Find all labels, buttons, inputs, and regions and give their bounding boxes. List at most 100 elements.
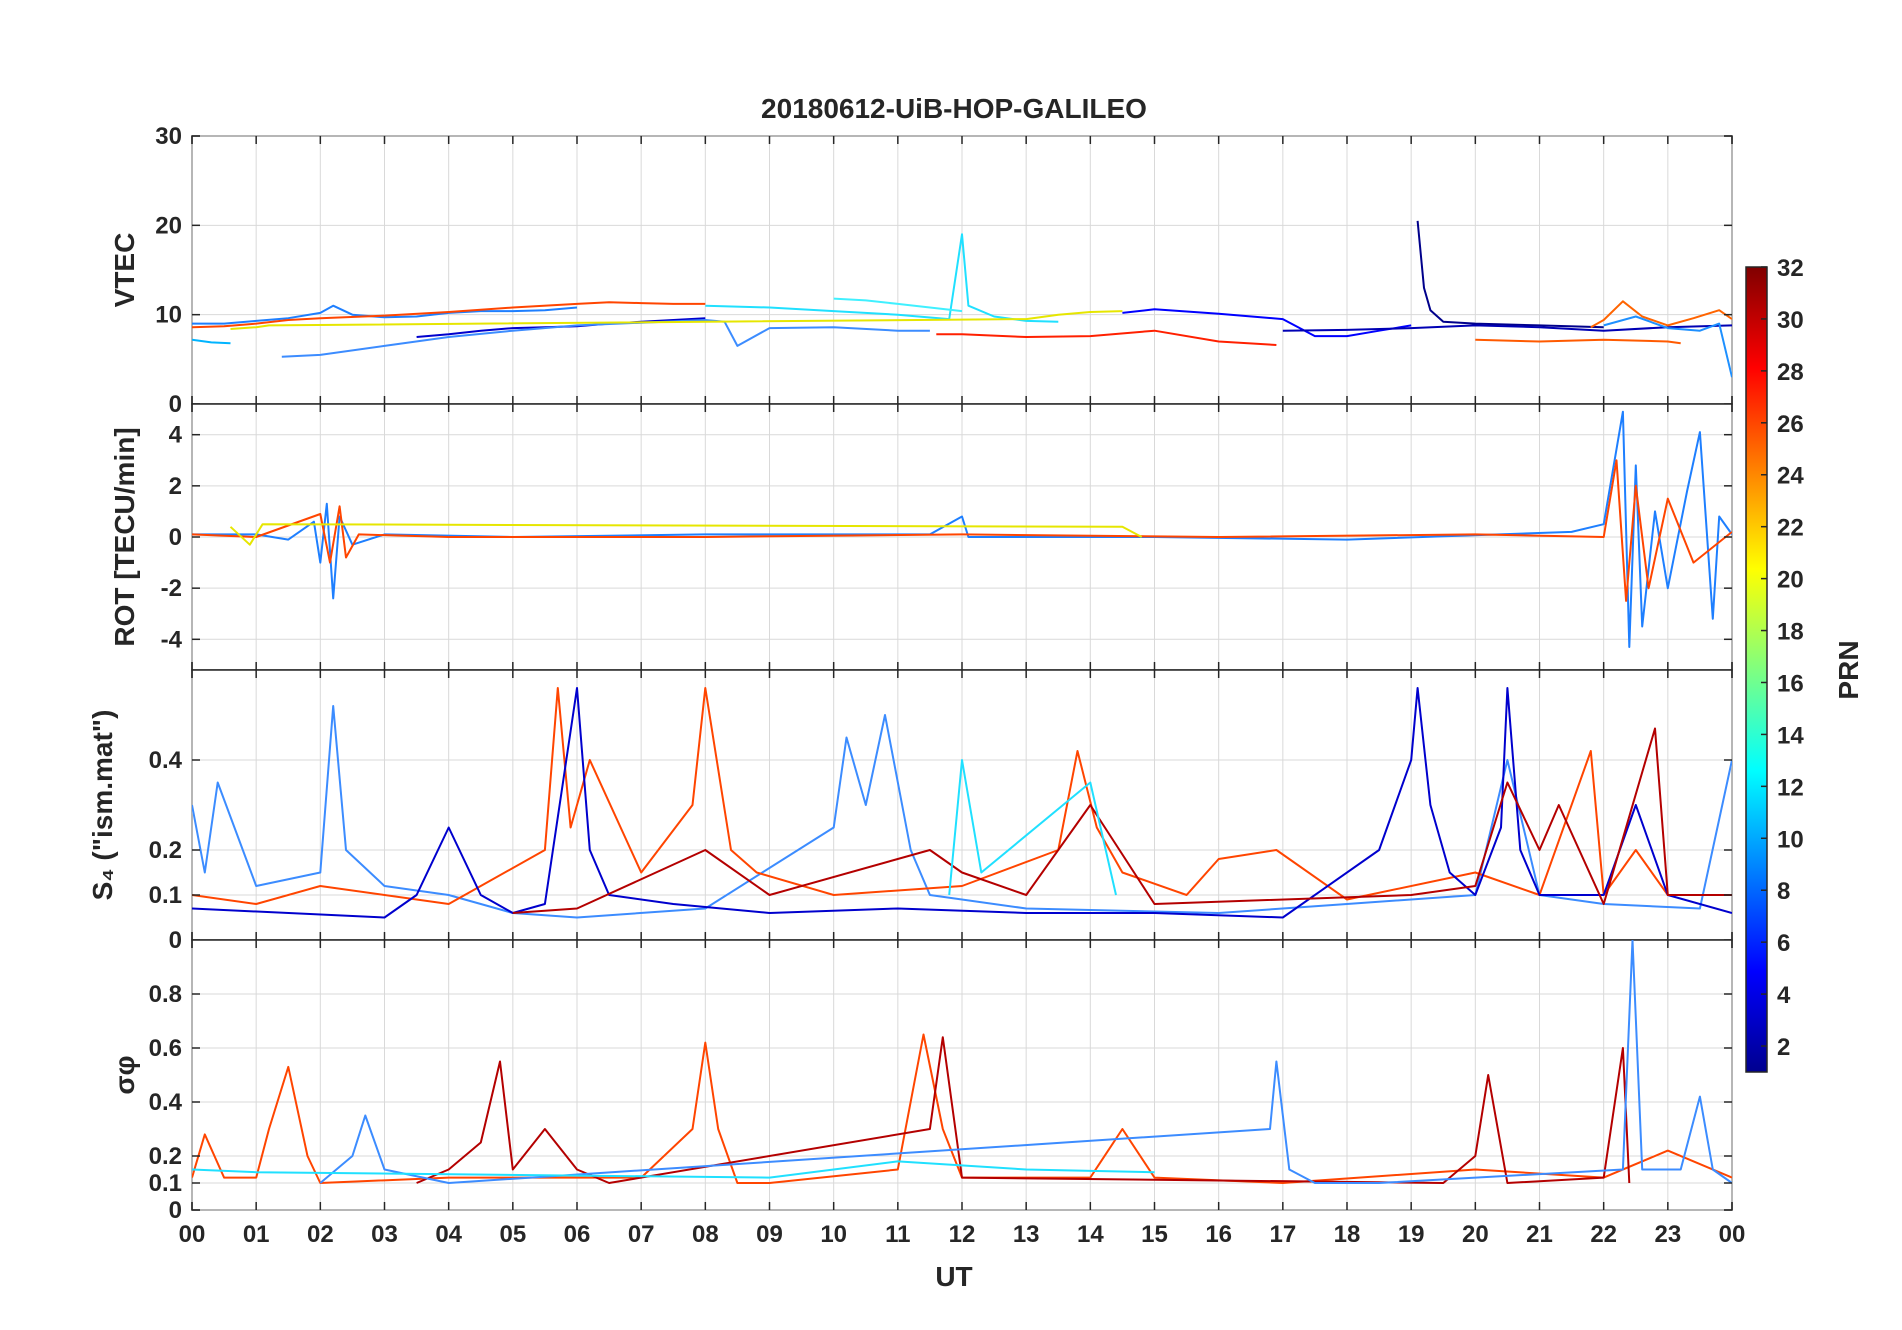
series-line-prn-2 [1416,220,1604,329]
colorbar-gradient [1745,266,1768,1073]
y-tick-label: 30 [155,123,182,150]
x-tick-label: 09 [756,1221,783,1248]
colorbar-tick-label: 6 [1777,930,1790,957]
colorbar-tick-label: 8 [1777,878,1790,905]
series-line-prn-25 [1475,338,1681,345]
y-tick-label: 0.4 [149,1089,183,1116]
y-tick-label: 0.1 [149,1170,182,1197]
y-tick-label: 20 [155,212,182,239]
x-tick-label: 16 [1205,1221,1232,1248]
y-tick-label: -4 [161,626,183,653]
y-axis-label: VTEC [109,233,140,308]
x-tick-label: 21 [1526,1221,1553,1248]
series-line-prn-20 [230,310,1123,330]
series-line-prn-4 [1282,324,1732,332]
x-tick-label: 11 [885,1221,910,1248]
x-tick-label: 12 [949,1221,976,1248]
colorbar-tick-label: 22 [1777,515,1804,542]
x-tick-label: 22 [1590,1221,1617,1248]
y-axis-label: σφ [109,1055,140,1094]
series-line-prn-3 [192,687,1732,919]
colorbar-tick-label: 14 [1777,722,1804,749]
series-line-prn-30 [512,727,1732,914]
panel-3: 0 0.1 0.2 0.4 S₄ ("ism.mat") [87,669,1733,954]
series-line-prn-9 [319,940,1732,1184]
colorbar-tick-label: 10 [1777,826,1804,853]
y-tick-label: 0.2 [149,837,182,864]
chart-title: 20180612-UiB-HOP-GALILEO [761,93,1147,124]
series-line-prn-11 [192,338,231,345]
colorbar-tick-label: 18 [1777,619,1804,646]
series-line-prn-13 [833,297,963,313]
colorbar-tick-label: 2 [1777,1034,1790,1061]
series-line-prn-26 [192,459,1732,602]
x-tick-label: 08 [692,1221,719,1248]
colorbar-label: PRN [1833,640,1864,699]
y-tick-label: 0.8 [149,981,182,1008]
x-tick-label: 10 [820,1221,847,1248]
x-tick-label: 18 [1334,1221,1361,1248]
series-line-prn-26 [192,301,706,329]
colorbar-tick-label: 4 [1777,982,1791,1009]
x-tick-label: 13 [1013,1221,1040,1248]
panel-4: 00.10.2 0.4 0.6 0.8 00 01 02 03 04 05 06 07 08 09 10 11… [109,939,1746,1248]
series-group [192,410,1732,648]
x-tick-label: 02 [307,1221,334,1248]
y-tick-label: 0.2 [149,1143,182,1170]
x-tick-label: 23 [1654,1221,1681,1248]
y-tick-label: 0.1 [149,882,182,909]
x-tick-label: 07 [628,1221,655,1248]
x-tick-label: 17 [1269,1221,1296,1248]
x-tick-label: 01 [243,1221,270,1248]
colorbar-tick-label: 26 [1777,411,1804,438]
x-tick-label: 20 [1462,1221,1489,1248]
series-group [192,220,1732,378]
colorbar-tick-label: 24 [1777,463,1804,490]
x-tick-label: 06 [564,1221,591,1248]
y-axis-label: S₄ ("ism.mat") [87,710,118,901]
x-axis-label: UT [935,1261,972,1292]
x-tick-label: 03 [371,1221,398,1248]
series-line-prn-7 [192,410,1732,648]
y-tick-label: 0 [169,1197,182,1224]
series-line-prn-10 [1603,315,1732,378]
colorbar-tick-label: 32 [1777,255,1804,282]
y-tick-label: 0 [169,524,182,551]
series-line-prn-12 [948,759,1117,896]
x-tick-label: 00 [179,1221,206,1248]
series-line-prn-12 [192,1160,1155,1179]
colorbar-tick-label: 28 [1777,359,1804,386]
series-line-prn-30 [416,1036,1631,1184]
y-tick-label: 0.6 [149,1035,182,1062]
x-tick-label: 14 [1077,1221,1104,1248]
colorbar-tick-label: 12 [1777,774,1804,801]
series-line-prn-28 [936,329,1277,346]
y-axis-label: ROT [TECU/min] [109,427,140,646]
x-tick-label: 05 [499,1221,526,1248]
x-tick-label: 04 [435,1221,462,1248]
series-group [192,940,1732,1184]
y-tick-label: 2 [169,473,182,500]
colorbar-tick-label: 16 [1777,670,1804,697]
x-tick-label: 15 [1141,1221,1168,1248]
colorbar-tick-label: 20 [1777,567,1804,594]
series-line-prn-24 [1590,300,1732,329]
series-group [192,687,1732,919]
series-line-prn-26 [192,687,1732,905]
y-tick-label: 0.4 [149,747,183,774]
y-tick-label: -2 [161,575,182,602]
y-tick-label: 4 [169,422,183,449]
series-line-prn-5 [1122,308,1412,338]
x-tick-label: 00 [1719,1221,1746,1248]
x-tick-label: 19 [1398,1221,1425,1248]
panel-1: 0 10 20 30 VTEC [109,123,1733,418]
series-line-prn-20 [229,523,1143,546]
y-tick-label: 0 [169,927,182,954]
y-tick-label: 0 [169,391,182,418]
colorbar-tick-label: 30 [1777,307,1804,334]
y-tick-label: 10 [155,302,182,329]
